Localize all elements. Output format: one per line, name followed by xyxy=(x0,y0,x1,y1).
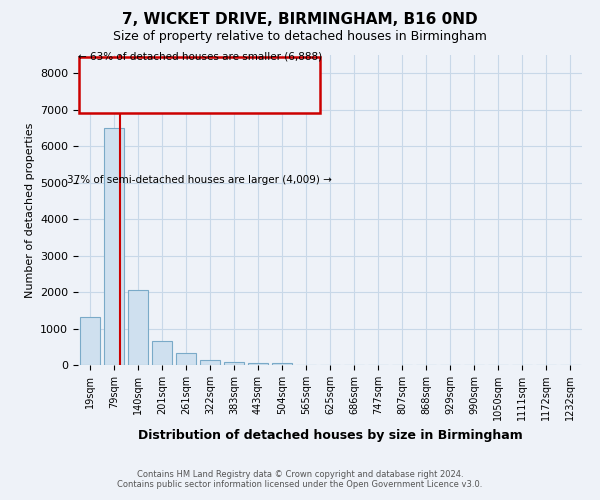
Text: Size of property relative to detached houses in Birmingham: Size of property relative to detached ho… xyxy=(113,30,487,43)
X-axis label: Distribution of detached houses by size in Birmingham: Distribution of detached houses by size … xyxy=(137,428,523,442)
Text: 37% of semi-detached houses are larger (4,009) →: 37% of semi-detached houses are larger (… xyxy=(67,175,332,185)
Bar xyxy=(200,360,220,365)
Bar xyxy=(176,353,196,365)
Bar xyxy=(272,363,292,365)
Text: ← 63% of detached houses are smaller (6,888): ← 63% of detached houses are smaller (6,… xyxy=(78,52,322,62)
Bar xyxy=(152,340,172,365)
Bar xyxy=(128,290,148,365)
Bar xyxy=(80,317,100,365)
Bar xyxy=(224,362,244,365)
FancyBboxPatch shape xyxy=(79,57,320,112)
Y-axis label: Number of detached properties: Number of detached properties xyxy=(25,122,35,298)
Text: Contains HM Land Registry data © Crown copyright and database right 2024.
Contai: Contains HM Land Registry data © Crown c… xyxy=(118,470,482,489)
Bar xyxy=(248,363,268,365)
Bar xyxy=(104,128,124,365)
Text: 7, WICKET DRIVE, BIRMINGHAM, B16 0ND: 7, WICKET DRIVE, BIRMINGHAM, B16 0ND xyxy=(122,12,478,28)
